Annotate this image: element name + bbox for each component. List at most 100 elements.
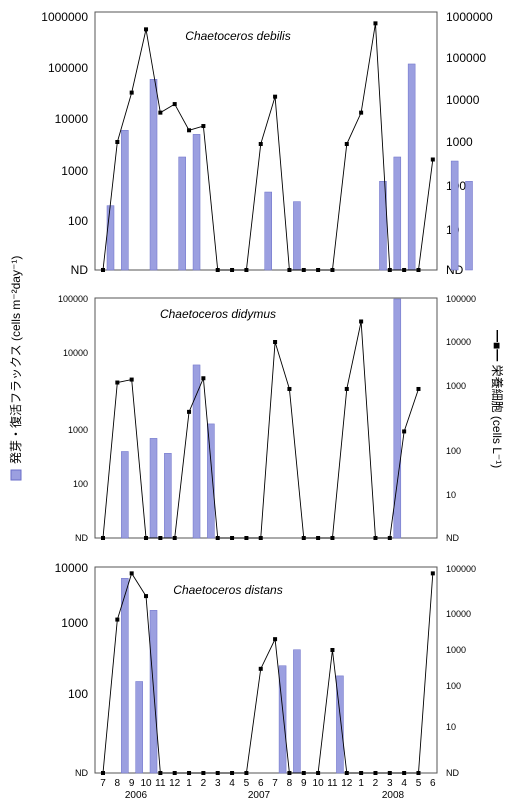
flux-bar (135, 681, 143, 774)
month-tick-label: 1 (358, 778, 364, 789)
line-marker (344, 771, 349, 775)
tick-label: 10000 (446, 337, 471, 347)
left-tick-labels: ND 100 1000 10000 (55, 561, 89, 778)
tick-label: 100 (446, 681, 461, 691)
flux-bar (465, 181, 473, 271)
month-tick-label: 9 (301, 778, 307, 789)
line-marker (144, 594, 149, 599)
line-marker (215, 268, 220, 272)
line-marker (115, 140, 120, 144)
bar-series (106, 63, 473, 271)
tick-label: ND (75, 768, 88, 778)
line-marker (158, 110, 163, 115)
month-tick-label: 3 (215, 778, 221, 789)
line-marker (144, 536, 149, 540)
line-marker (287, 386, 292, 391)
month-tick-label: 11 (155, 778, 166, 789)
tick-label: 100 (73, 479, 88, 489)
line-marker (387, 536, 392, 540)
tick-label: 10 (446, 722, 456, 732)
month-tick-label: 12 (341, 778, 353, 789)
line-marker (359, 319, 364, 324)
species-title: Chaetoceros didymus (160, 307, 276, 321)
flux-bar (192, 364, 201, 539)
month-tick-label: 2 (373, 778, 379, 789)
line-marker (244, 771, 249, 775)
species-title: Chaetoceros debilis (185, 29, 290, 43)
tick-label: 1000 (446, 135, 473, 149)
line-marker (115, 380, 120, 385)
line-marker (101, 268, 105, 272)
line-marker (101, 536, 105, 540)
tick-label: 100 (68, 214, 88, 228)
month-tick-label: 1 (186, 778, 192, 789)
line-marker (187, 409, 192, 414)
line-marker (430, 571, 435, 576)
panel-didymus: Chaetoceros didymus ND 100 1000 10000 10… (58, 294, 476, 543)
tick-label: 10 (446, 490, 456, 500)
tick-label: 1000 (61, 164, 88, 178)
line-marker (301, 536, 306, 540)
line-marker (387, 771, 392, 775)
line-marker (244, 268, 249, 272)
tick-label: 1000 (68, 425, 88, 435)
line-marker (273, 637, 278, 642)
line-marker (172, 771, 177, 775)
flux-bar (278, 665, 287, 774)
tick-label: ND (75, 533, 88, 543)
line-marker (402, 268, 407, 272)
vegetative-cell-line (102, 23, 434, 271)
flux-bar (192, 134, 201, 271)
tick-label: 1000 (61, 616, 88, 630)
line-marker (172, 536, 177, 540)
flux-bar (379, 181, 387, 271)
line-marker (230, 268, 235, 272)
line-marker (316, 536, 321, 540)
month-tick-label: 9 (129, 778, 135, 789)
bar-legend-swatch (10, 469, 22, 481)
line-marker (416, 771, 421, 775)
flux-bar (393, 298, 402, 539)
line-marker (201, 124, 206, 129)
right-tick-labels: ND 10 100 1000 10000 100000 (446, 294, 476, 543)
line-marker (244, 536, 249, 540)
line-marker (373, 536, 378, 540)
right-tick-labels: ND 10 100 1000 10000 100000 (446, 564, 476, 778)
panel-distans: Chaetoceros distans ND 100 1000 10000 ND… (55, 561, 476, 778)
line-marker (402, 771, 407, 775)
line-marker (287, 268, 292, 272)
flux-bar (207, 423, 215, 539)
year-label: 2007 (248, 790, 271, 801)
line-marker (172, 102, 177, 107)
flux-bar (106, 205, 115, 271)
tick-label: 100000 (58, 294, 88, 304)
tick-label: 100000 (446, 564, 476, 574)
line-marker (129, 377, 134, 382)
month-tick-label: 7 (100, 778, 106, 789)
right-axis-label: ━■━ 栄養細胞 (cells L⁻¹) (490, 330, 505, 468)
x-axis-month-labels: 7 8 9 10 11 12 1 2 3 4 5 6 7 8 9 10 11 12 1 2 3 4 5 6 (100, 778, 436, 789)
line-marker (330, 536, 335, 540)
x-axis-year-labels: 2006 2007 2008 (125, 790, 405, 801)
month-tick-label: 5 (244, 778, 250, 789)
month-tick-label: 12 (169, 778, 181, 789)
flux-bar (121, 130, 129, 271)
line-marker (215, 536, 220, 540)
flux-bar (121, 451, 129, 539)
right-axis-title: ━■━ 栄養細胞 (cells L⁻¹) (490, 330, 505, 468)
flux-bar (293, 649, 301, 774)
flux-bar (450, 160, 459, 271)
species-title: Chaetoceros distans (173, 583, 282, 597)
vegetative-cell-line (102, 572, 434, 774)
month-tick-label: 10 (140, 778, 152, 789)
line-marker (201, 771, 206, 775)
tick-label: 1000000 (41, 10, 88, 24)
month-tick-label: 8 (115, 778, 121, 789)
line-marker (187, 771, 192, 775)
month-tick-label: 2 (201, 778, 207, 789)
tick-label: ND (71, 263, 89, 277)
line-marker (273, 94, 278, 99)
tick-label: ND (446, 768, 459, 778)
line-series (101, 21, 435, 272)
